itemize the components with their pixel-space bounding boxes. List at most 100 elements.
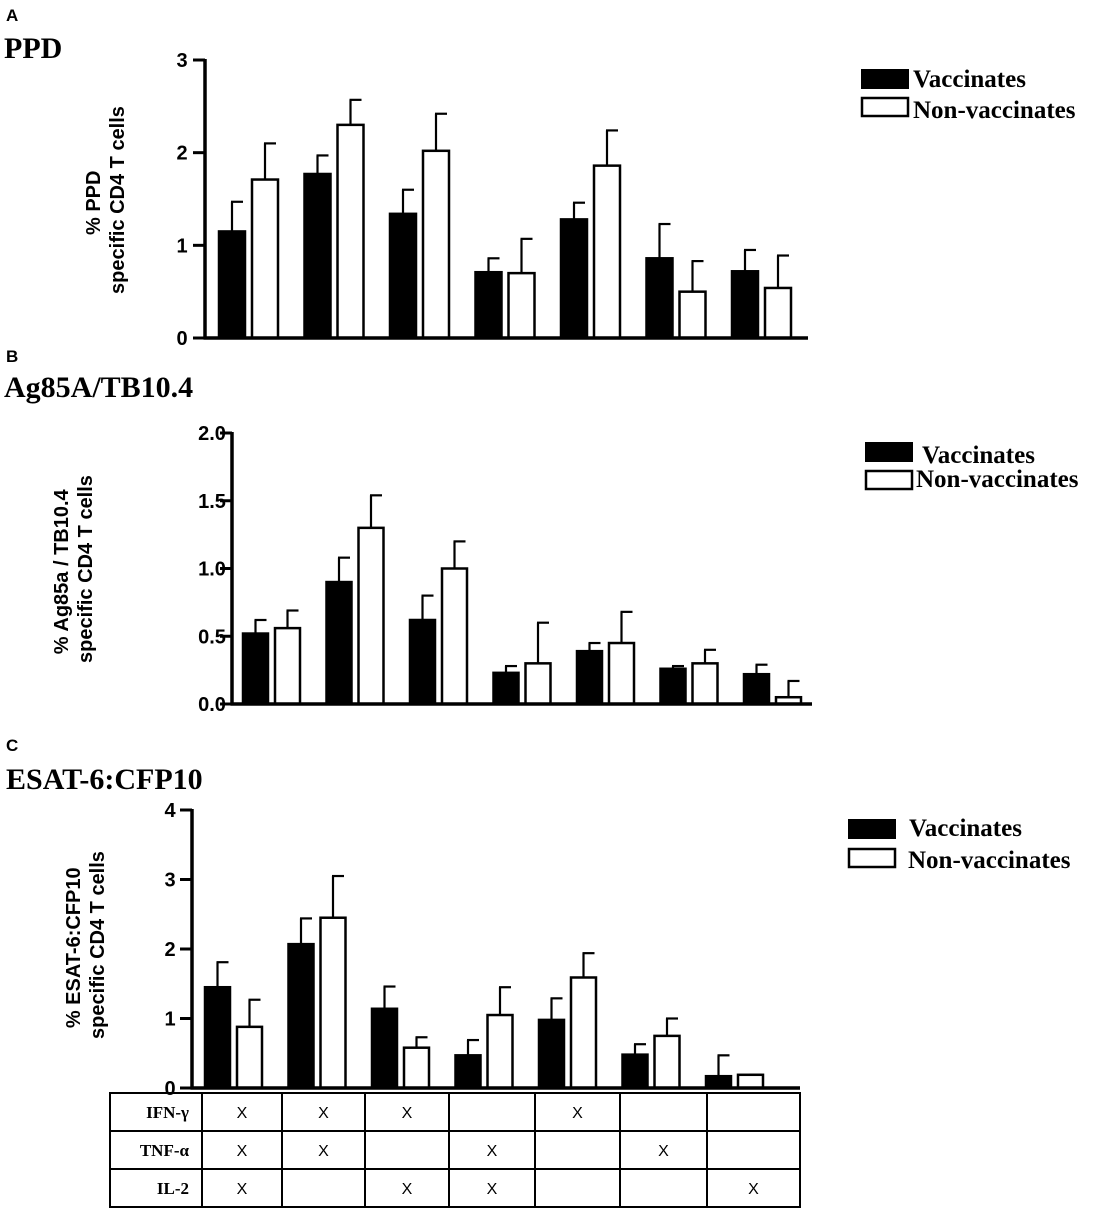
bar-non-vaccinates-a-2	[336, 123, 365, 340]
table-cell-mark-3-3: X	[402, 1181, 413, 1198]
table-cell-mark-2-2: X	[318, 1143, 329, 1160]
bar-non-vaccinates-b-3	[440, 567, 469, 706]
y-tick-label-b-2: 1.0	[198, 559, 226, 581]
table-cell-mark-3-7: X	[748, 1181, 759, 1198]
table-row-label-2: TNF-α	[140, 1141, 190, 1160]
bar-non-vaccinates-a-6	[678, 290, 707, 340]
legend-label-non-vaccinates-b: Non-vaccinates	[916, 466, 1079, 493]
bar-vaccinates-b-6	[659, 667, 687, 706]
table-cell-mark-3-1: X	[237, 1181, 248, 1198]
y-tick-label-b-4: 2.0	[198, 423, 226, 445]
bar-vaccinates-c-2	[287, 942, 315, 1090]
bar-vaccinates-b-7	[742, 672, 771, 706]
bar-vaccinates-b-3	[408, 618, 437, 706]
panel-letter-b: B	[6, 347, 18, 366]
table-cell-mark-1-5: X	[572, 1105, 583, 1122]
axes-c: 0 1 2 3 4	[164, 800, 800, 1100]
panel-letter-a: A	[6, 6, 18, 25]
bar-non-vaccinates-a-5	[592, 164, 622, 340]
legend-swatch-non-vaccinates-c	[847, 847, 897, 869]
y-tick-label-b-3: 1.5	[198, 491, 226, 513]
bar-non-vaccinates-a-3	[421, 149, 451, 340]
legend-label-non-vaccinates-a: Non-vaccinates	[913, 97, 1076, 124]
legend-swatch-non-vaccinates-a	[860, 96, 910, 118]
y-tick-label-c-0: 0	[164, 1078, 175, 1100]
table-cell-mark-2-6: X	[658, 1143, 669, 1160]
table-cell-mark-3-4: X	[487, 1181, 498, 1198]
table-cell-mark-2-1: X	[237, 1143, 248, 1160]
legend-label-non-vaccinates-c: Non-vaccinates	[908, 847, 1071, 874]
bar-vaccinates-c-1	[203, 985, 232, 1090]
cytokine-table: IFN-γ X X X X TNF-α X X X X IL-2 X X X X	[109, 1092, 801, 1208]
bar-vaccinates-b-5	[575, 649, 604, 706]
bars-c	[203, 874, 765, 1090]
bar-vaccinates-a-5	[559, 218, 589, 340]
bar-vaccinates-a-4	[474, 270, 503, 340]
bar-non-vaccinates-c-7	[736, 1073, 765, 1090]
axes-b: 0.0 0.5 1.0 1.5 2.0	[198, 423, 812, 716]
y-axis-label-a-line-2: specific CD4 T cells	[107, 106, 129, 294]
bar-non-vaccinates-c-2	[319, 916, 347, 1090]
legend-label-vaccinates-a: Vaccinates	[913, 66, 1026, 93]
y-tick-label-a-0: 0	[176, 328, 187, 350]
y-tick-label-c-1: 1	[164, 1009, 175, 1031]
legend-swatch-vaccinates-b	[865, 442, 913, 462]
y-tick-label-c-2: 2	[164, 939, 175, 961]
y-tick-label-b-0: 0.0	[198, 694, 226, 716]
table-cell-mark-1-1: X	[237, 1105, 248, 1122]
y-tick-label-a-3: 3	[176, 50, 187, 72]
table-cell-mark-2-4: X	[487, 1143, 498, 1160]
bar-vaccinates-a-6	[645, 257, 674, 340]
y-axis-label-a: % PPD specific CD4 T cells	[83, 106, 129, 294]
legend-swatch-vaccinates-c	[848, 819, 896, 839]
y-axis-label-b-line-2: specific CD4 T cells	[75, 475, 97, 663]
legend-swatch-non-vaccinates-b	[864, 469, 914, 491]
y-axis-label-c: % ESAT-6:CFP10 specific CD4 T cells	[63, 851, 109, 1039]
bar-non-vaccinates-b-6	[691, 662, 719, 706]
table-cell-mark-1-2: X	[318, 1105, 329, 1122]
axes-a: 0 1 2 3	[176, 50, 808, 350]
bar-non-vaccinates-c-6	[653, 1034, 681, 1090]
bar-vaccinates-a-2	[303, 172, 332, 340]
panel-title-c: ESAT-6:CFP10	[6, 763, 203, 796]
bar-non-vaccinates-b-2	[357, 526, 385, 706]
bar-vaccinates-b-2	[325, 580, 353, 706]
bar-vaccinates-c-5	[537, 1018, 566, 1090]
bars-a	[217, 98, 793, 340]
y-tick-label-b-1: 0.5	[198, 626, 226, 648]
bar-non-vaccinates-c-5	[569, 976, 598, 1090]
bar-vaccinates-c-7	[704, 1074, 733, 1090]
panel-title-b: Ag85A/TB10.4	[4, 371, 193, 404]
bar-vaccinates-a-3	[388, 212, 418, 340]
bar-vaccinates-a-1	[217, 230, 247, 340]
panel-b: B Ag85A/TB10.4 % Ag85a / TB10.4 specific…	[4, 347, 1079, 716]
panel-a: A PPD % PPD specific CD4 T cells 0 1 2 3 Va…	[4, 6, 1076, 350]
y-tick-label-c-3: 3	[164, 870, 175, 892]
bar-vaccinates-c-4	[454, 1054, 482, 1090]
legend-a: Vaccinates Non-vaccinates	[860, 66, 1076, 124]
bar-vaccinates-b-4	[492, 671, 520, 706]
bars-b	[241, 494, 803, 706]
bar-non-vaccinates-c-1	[235, 1025, 264, 1090]
bar-vaccinates-a-7	[730, 270, 760, 340]
legend-swatch-vaccinates-a	[861, 69, 909, 89]
y-axis-label-b-line-1: % Ag85a / TB10.4	[51, 488, 73, 654]
bar-non-vaccinates-b-4	[524, 662, 552, 706]
bar-non-vaccinates-b-5	[607, 641, 636, 706]
bar-vaccinates-c-3	[370, 1007, 399, 1090]
y-axis-label-c-line-1: % ESAT-6:CFP10	[63, 867, 85, 1028]
bar-vaccinates-c-6	[621, 1053, 649, 1090]
bar-non-vaccinates-c-3	[402, 1046, 431, 1090]
panel-letter-c: C	[6, 736, 18, 755]
bar-vaccinates-b-1	[241, 632, 270, 706]
y-axis-label-c-line-2: specific CD4 T cells	[87, 851, 109, 1039]
y-tick-label-a-1: 1	[176, 235, 187, 257]
legend-b: Vaccinates Non-vaccinates	[864, 442, 1079, 493]
table-row-label-1: IFN-γ	[146, 1103, 189, 1122]
table-row-label-3: IL-2	[157, 1179, 189, 1198]
table-border	[109, 1092, 801, 1208]
legend-label-vaccinates-b: Vaccinates	[922, 442, 1035, 469]
y-axis-label-a-line-1: % PPD	[83, 171, 105, 235]
legend-label-vaccinates-c: Vaccinates	[909, 815, 1022, 842]
